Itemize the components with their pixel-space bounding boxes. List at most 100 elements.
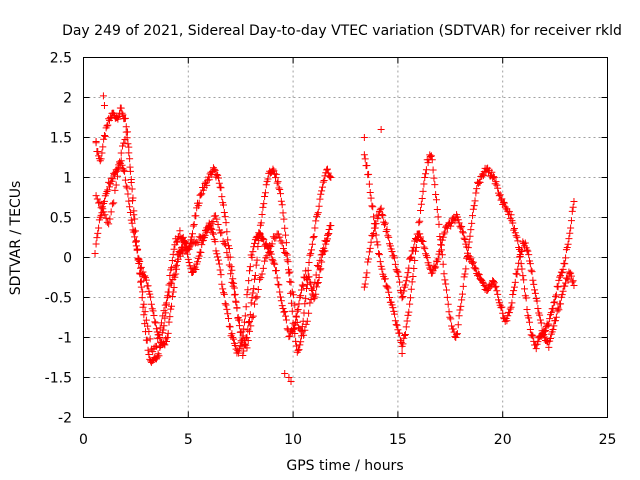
series-A-point	[312, 217, 320, 225]
series-D-point	[567, 272, 575, 280]
series-E-point	[194, 239, 202, 247]
series-E-point	[156, 324, 164, 332]
y-tick-label: 1	[63, 171, 72, 187]
series-B-point	[184, 255, 192, 263]
series-E-point	[95, 199, 103, 207]
series-A-point	[143, 336, 151, 344]
series-C-point	[514, 237, 522, 245]
series-A-point	[253, 256, 261, 264]
series-D-point	[441, 228, 449, 236]
series-D-point	[447, 222, 455, 230]
series-C-point	[392, 321, 400, 329]
series-E-point	[149, 348, 157, 356]
series-B-point	[230, 335, 238, 343]
series-D-point	[565, 268, 573, 276]
series-B-point	[92, 240, 100, 248]
series-A-point	[188, 233, 196, 241]
series-A-point	[258, 211, 266, 219]
series-D-point	[526, 260, 534, 268]
series-A-point	[220, 209, 228, 217]
series-A-point	[301, 300, 309, 308]
series-B-point	[251, 239, 259, 247]
series-D-point	[417, 237, 425, 245]
series-E-point	[164, 292, 172, 300]
series-E-point	[146, 335, 154, 343]
series-E-point	[222, 241, 230, 249]
series-D-point	[499, 309, 507, 317]
series-E-point	[248, 314, 256, 322]
series-C-point	[564, 240, 572, 248]
series-C-point	[512, 232, 520, 240]
series-B-point	[123, 184, 131, 192]
series-C-point	[567, 224, 575, 232]
series-E-point	[105, 220, 113, 228]
series-A-point	[271, 170, 279, 178]
series-D-point	[493, 287, 501, 295]
series-C-point	[429, 166, 437, 174]
series-B-point	[250, 243, 258, 251]
series-B-point	[281, 307, 289, 315]
series-B-point	[103, 187, 111, 195]
series-E-point	[132, 238, 140, 246]
series-A-point	[306, 251, 314, 259]
series-A-point	[126, 155, 134, 163]
series-D-point	[368, 231, 376, 239]
series-A-point	[270, 167, 278, 175]
series-D-point	[561, 282, 569, 290]
series-B-point	[122, 182, 130, 190]
series-D-point	[458, 222, 466, 230]
series-C-point	[562, 254, 570, 262]
series-A-point	[282, 231, 290, 239]
series-E-point	[225, 261, 233, 269]
series-A-point	[170, 245, 178, 253]
series-C-point	[458, 296, 466, 304]
series-A-point	[287, 299, 295, 307]
series-D-point	[468, 258, 476, 266]
series-D-point	[472, 265, 480, 273]
series-B-point	[226, 323, 234, 331]
series-C-point	[567, 217, 575, 225]
series-B-point	[246, 263, 254, 271]
series-E-point	[293, 318, 301, 326]
series-B-point	[282, 312, 290, 320]
series-E-point	[220, 240, 228, 248]
series-D-point	[417, 233, 425, 241]
series-B-point	[188, 269, 196, 277]
series-B-point	[164, 329, 172, 337]
series-A-point	[153, 353, 161, 361]
x-tick-label: 5	[184, 432, 193, 448]
series-A-point	[97, 155, 105, 163]
series-B-point	[170, 284, 178, 292]
series-E-point	[321, 237, 329, 245]
series-C-point	[563, 244, 571, 252]
series-E-point	[111, 186, 119, 194]
series-E-point	[227, 270, 235, 278]
series-C-point	[526, 318, 534, 326]
series-B-point	[168, 302, 176, 310]
series-B-point	[126, 203, 134, 211]
series-E-point	[118, 142, 126, 150]
series-B-point	[105, 178, 113, 186]
series-C-point	[507, 211, 515, 219]
series-B-point	[150, 312, 158, 320]
series-C-point	[415, 219, 423, 227]
series-B-point	[267, 250, 275, 258]
series-D-point	[461, 235, 469, 243]
series-D-point	[570, 282, 578, 289]
series-D-point	[512, 270, 520, 278]
series-C-point	[529, 332, 537, 340]
series-D-point	[469, 258, 477, 266]
series-D-point	[515, 259, 523, 267]
series-A-point	[295, 346, 303, 354]
series-A-point	[144, 346, 152, 354]
series-A-point	[281, 224, 289, 232]
series-C-point	[496, 191, 504, 199]
series-D-point	[431, 264, 439, 272]
series-C-point	[436, 232, 444, 240]
series-D-point	[380, 221, 388, 229]
series-D-point	[514, 265, 522, 273]
series-C-point	[391, 317, 399, 325]
series-B-point	[152, 325, 160, 333]
series-A-point	[327, 174, 335, 181]
series-B-point	[279, 304, 287, 312]
